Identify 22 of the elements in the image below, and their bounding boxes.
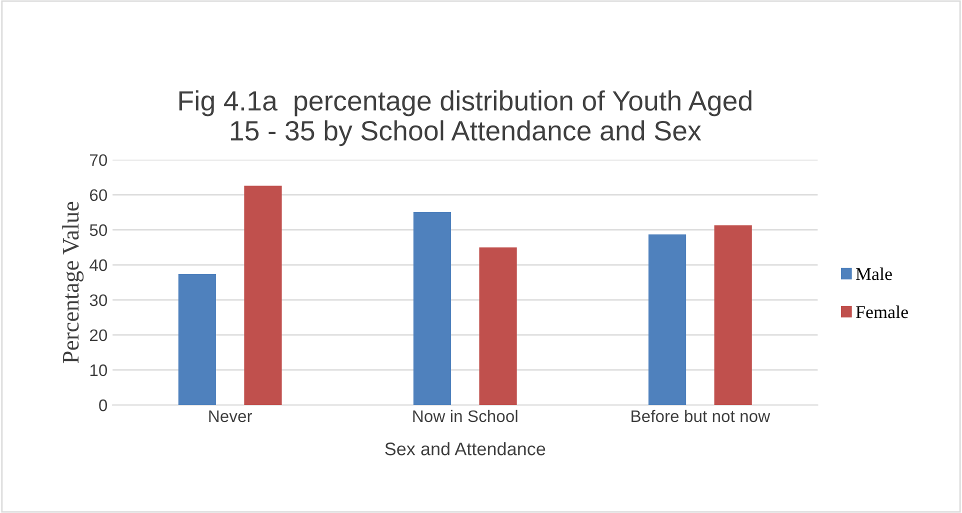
y-tick-label: 70 — [90, 154, 108, 166]
legend-label: Female — [856, 306, 908, 318]
y-tick-label: 20 — [90, 329, 108, 342]
y-tick-label: 50 — [90, 224, 108, 236]
x-axis-title: Sex and Attendance — [385, 442, 546, 456]
y-tick-label: 10 — [90, 364, 108, 376]
y-tick-label: 0 — [99, 399, 108, 412]
bar — [648, 234, 686, 406]
x-tick-label: Before but not now — [632, 410, 770, 422]
x-tick-label: Never — [209, 410, 252, 422]
y-tick-label: 60 — [90, 189, 108, 202]
y-tick-label: 40 — [90, 259, 108, 272]
x-tick-label: Now in School — [413, 410, 518, 422]
y-axis-title: Percentage Value — [62, 202, 84, 364]
y-tick-label: 30 — [90, 294, 108, 306]
bar — [178, 274, 216, 406]
bar — [244, 186, 282, 406]
chart-title: Fig 4.1a percentage distribution of Youth Aged 15 - 35 by School Attendance and Sex — [179, 90, 752, 146]
bar — [479, 247, 517, 406]
bar — [714, 225, 752, 406]
legend-label: Male — [856, 267, 892, 280]
bar — [413, 212, 452, 406]
